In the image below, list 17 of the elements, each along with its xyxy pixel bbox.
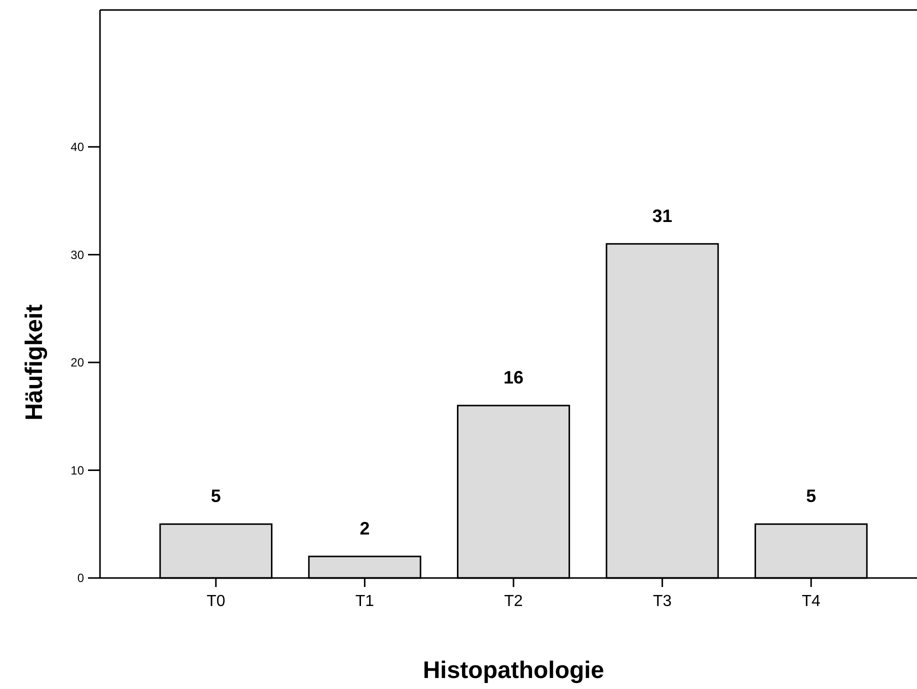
x-tick-label: T4 [802,593,821,610]
data-label: 16 [503,368,524,388]
x-tick-label: T0 [206,593,226,610]
y-tick-label: 30 [70,248,84,262]
y-tick-label: 10 [70,463,84,478]
data-label: 31 [652,206,672,226]
data-label: 5 [210,486,221,506]
x-tick-label: T2 [504,593,523,610]
y-tick-label: 20 [70,356,84,370]
y-tick-label: 40 [70,140,84,154]
x-axis-title: Histopathologie [422,657,604,684]
x-tick-label: T3 [652,593,672,610]
data-label: 2 [360,518,370,538]
y-tick-label: 0 [77,571,84,586]
data-label: 5 [806,486,816,506]
x-tick-label: T1 [355,593,374,610]
y-axis-title: Häufigkeit [21,304,48,420]
